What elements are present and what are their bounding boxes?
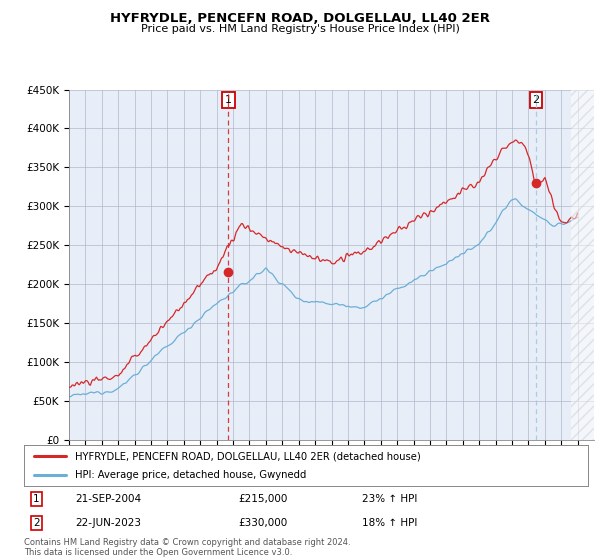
Text: 21-SEP-2004: 21-SEP-2004 [75,494,141,504]
Text: 22-JUN-2023: 22-JUN-2023 [75,518,141,528]
Text: 18% ↑ HPI: 18% ↑ HPI [362,518,418,528]
Text: HPI: Average price, detached house, Gwynedd: HPI: Average price, detached house, Gwyn… [75,470,306,480]
Bar [571,90,594,440]
Text: 2: 2 [33,518,40,528]
Text: Contains HM Land Registry data © Crown copyright and database right 2024.
This d: Contains HM Land Registry data © Crown c… [24,538,350,557]
Text: 23% ↑ HPI: 23% ↑ HPI [362,494,418,504]
Bar [571,90,594,440]
Text: 1: 1 [33,494,40,504]
Text: 2: 2 [533,95,539,105]
Text: £215,000: £215,000 [238,494,287,504]
Text: HYFRYDLE, PENCEFN ROAD, DOLGELLAU, LL40 2ER: HYFRYDLE, PENCEFN ROAD, DOLGELLAU, LL40 … [110,12,490,25]
Text: 1: 1 [225,95,232,105]
Text: HYFRYDLE, PENCEFN ROAD, DOLGELLAU, LL40 2ER (detached house): HYFRYDLE, PENCEFN ROAD, DOLGELLAU, LL40 … [75,451,421,461]
Text: £330,000: £330,000 [238,518,287,528]
Text: Price paid vs. HM Land Registry's House Price Index (HPI): Price paid vs. HM Land Registry's House … [140,24,460,34]
